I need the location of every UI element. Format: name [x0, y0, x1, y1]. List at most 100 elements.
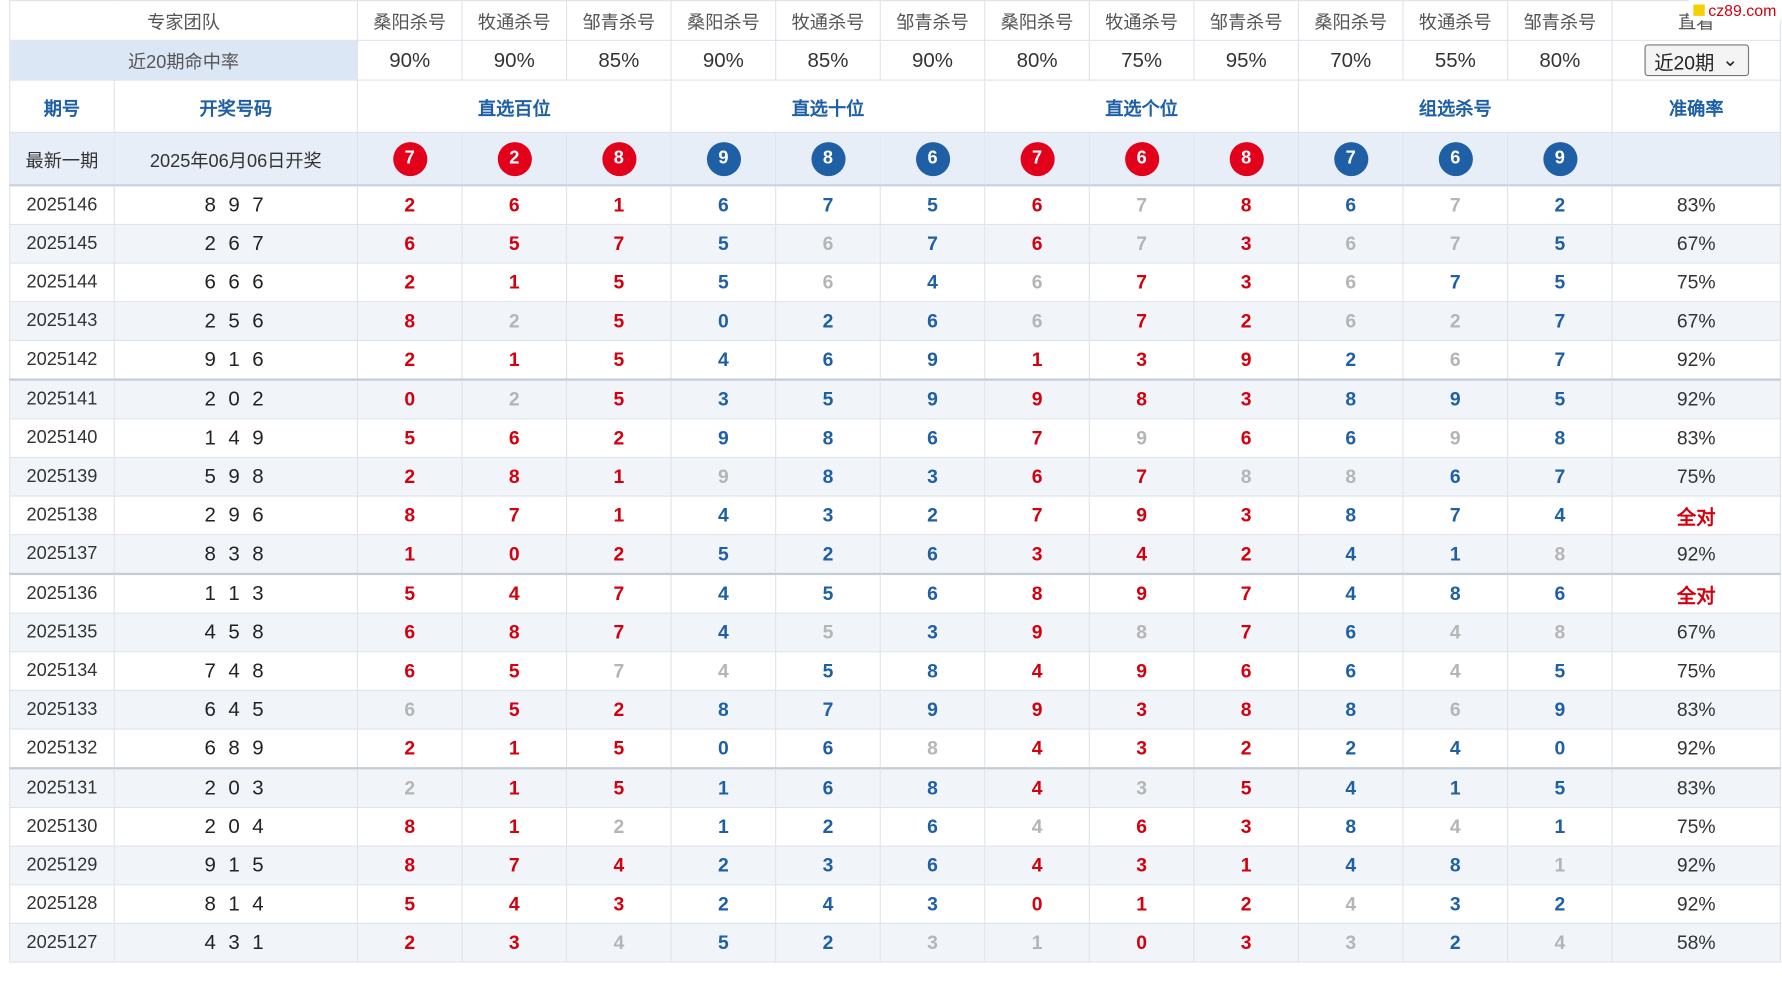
kill-number-cell: 5 — [1507, 767, 1613, 809]
kill-number-cell: 6 — [356, 223, 463, 264]
latest-ball-cell: 8 — [565, 131, 672, 187]
kill-number-cell: 8 — [356, 845, 463, 886]
draw-number-cell: 2 0 3 — [113, 767, 359, 809]
kill-number-cell: 6 — [879, 418, 986, 459]
kill-number-cell: 6 — [984, 223, 1090, 264]
kill-number-cell: 6 — [775, 262, 881, 303]
kill-number-cell: 6 — [1297, 262, 1404, 303]
kill-number-cell: 4 — [879, 262, 986, 303]
accuracy-cell: 92% — [1611, 534, 1781, 575]
table-row: 2025127 4 3 1 2 3 4 5 2 3 1 0 3 3 2 4 58% — [9, 922, 1781, 963]
kill-number-cell: 6 — [984, 262, 1090, 303]
kill-number-cell: 9 — [984, 378, 1090, 420]
kill-number-cell: 6 — [461, 184, 568, 226]
kill-number-cell: 5 — [565, 378, 672, 420]
number-ball-icon: 6 — [1438, 141, 1473, 176]
latest-empty-cell — [1611, 131, 1781, 187]
kill-number-cell: 2 — [356, 767, 463, 809]
period-cell: 2025131 — [9, 767, 115, 809]
kill-number-cell: 3 — [1088, 339, 1195, 381]
kill-number-cell: 1 — [356, 534, 463, 575]
kill-number-cell: 4 — [670, 572, 777, 614]
kill-number-cell: 9 — [879, 339, 986, 381]
latest-ball-cell: 7 — [356, 131, 463, 187]
draw-number-cell: 8 9 7 — [113, 184, 359, 226]
kill-number-cell: 4 — [670, 651, 777, 691]
kill-number-cell: 5 — [565, 728, 672, 769]
table-row: 2025143 2 5 6 8 2 5 0 2 6 6 7 2 6 2 7 67% — [9, 301, 1781, 341]
kill-number-cell: 1 — [461, 806, 568, 847]
table-row: 2025133 6 4 5 6 5 2 8 7 9 9 3 8 8 6 9 83% — [9, 689, 1781, 730]
kill-number-cell: 8 — [775, 456, 881, 497]
kill-number-cell: 7 — [1507, 301, 1613, 341]
kill-number-cell: 5 — [356, 884, 463, 924]
col-hundreds-header: 直选百位 — [356, 79, 672, 133]
kill-number-cell: 9 — [670, 418, 777, 459]
period-cell: 2025127 — [9, 922, 115, 963]
hit-rate: 75% — [1088, 39, 1195, 81]
kill-number-cell: 3 — [1088, 845, 1195, 886]
kill-number-cell: 7 — [565, 572, 672, 614]
kill-number-cell: 6 — [461, 418, 568, 459]
kill-number-cell: 7 — [1402, 262, 1509, 303]
period-cell: 2025129 — [9, 845, 115, 886]
kill-number-cell: 2 — [565, 689, 672, 730]
kill-number-cell: 8 — [1088, 612, 1195, 653]
kill-number-cell: 5 — [565, 767, 672, 809]
draw-number-cell: 7 4 8 — [113, 651, 359, 691]
kill-number-cell: 1 — [1402, 767, 1509, 809]
expert-team-row: 专家团队 桑阳杀号 牧通杀号 邹青杀号 桑阳杀号 牧通杀号 邹青杀号 桑阳杀号 … — [9, 0, 1781, 41]
hit-rate: 80% — [1507, 39, 1613, 81]
table-row: 2025140 1 4 9 5 6 2 9 8 6 7 9 6 6 9 8 83% — [9, 418, 1781, 459]
kill-number-cell: 6 — [879, 845, 986, 886]
kill-number-cell: 7 — [1507, 339, 1613, 381]
kill-number-cell: 8 — [1297, 806, 1404, 847]
kill-number-cell: 1 — [1507, 845, 1613, 886]
period-cell: 2025145 — [9, 223, 115, 264]
kill-number-cell: 4 — [670, 612, 777, 653]
expert-name: 牧通杀号 — [775, 0, 881, 41]
kill-number-cell: 3 — [1088, 689, 1195, 730]
table-row: 2025144 6 6 6 2 1 5 5 6 4 6 7 3 6 7 5 75% — [9, 262, 1781, 303]
table-row: 2025137 8 3 8 1 0 2 5 2 6 3 4 2 4 1 8 92% — [9, 534, 1781, 575]
kill-number-cell: 2 — [565, 418, 672, 459]
table-row: 2025136 1 1 3 5 4 7 4 5 6 8 9 7 4 8 6 全对 — [9, 572, 1781, 614]
period-cell: 2025143 — [9, 301, 115, 341]
accuracy-cell: 67% — [1611, 301, 1781, 341]
kill-number-cell: 5 — [1507, 378, 1613, 420]
kill-number-cell: 4 — [1402, 612, 1509, 653]
kill-number-cell: 7 — [565, 223, 672, 264]
expert-name: 邹青杀号 — [1507, 0, 1613, 41]
kill-number-cell: 6 — [879, 806, 986, 847]
latest-period-row: 最新一期 2025年06月06日开奖 7 2 8 9 8 6 7 6 8 7 6 9 — [9, 131, 1781, 187]
kill-number-cell: 3 — [1297, 922, 1404, 963]
kill-number-cell: 6 — [356, 651, 463, 691]
accuracy-cell: 75% — [1611, 651, 1781, 691]
kill-number-cell: 6 — [775, 339, 881, 381]
period-cell: 2025140 — [9, 418, 115, 459]
kill-number-cell: 4 — [1297, 572, 1404, 614]
kill-number-cell: 1 — [984, 922, 1090, 963]
table-row: 2025135 4 5 8 6 8 7 4 5 3 9 8 7 6 4 8 67% — [9, 612, 1781, 653]
period-select[interactable]: 近20期 ⌄ — [1643, 44, 1749, 77]
kill-number-cell: 5 — [565, 339, 672, 381]
hit-rate: 55% — [1402, 39, 1509, 81]
accuracy-cell: 全对 — [1611, 495, 1781, 536]
kill-number-cell: 2 — [1193, 728, 1300, 769]
kill-number-cell: 4 — [984, 806, 1090, 847]
kill-number-cell: 7 — [984, 418, 1090, 459]
kill-number-cell: 4 — [984, 767, 1090, 809]
kill-number-cell: 4 — [565, 922, 672, 963]
number-ball-icon: 8 — [1229, 141, 1264, 176]
kill-number-cell: 5 — [565, 301, 672, 341]
kill-number-cell: 1 — [461, 262, 568, 303]
kill-number-cell: 1 — [565, 495, 672, 536]
hit-rate: 85% — [565, 39, 672, 81]
kill-number-cell: 5 — [775, 651, 881, 691]
kill-number-cell: 9 — [984, 612, 1090, 653]
latest-ball-cell: 2 — [461, 131, 568, 187]
kill-number-cell: 8 — [879, 651, 986, 691]
kill-number-cell: 6 — [775, 728, 881, 769]
kill-number-cell: 7 — [461, 845, 568, 886]
kill-number-cell: 2 — [879, 495, 986, 536]
